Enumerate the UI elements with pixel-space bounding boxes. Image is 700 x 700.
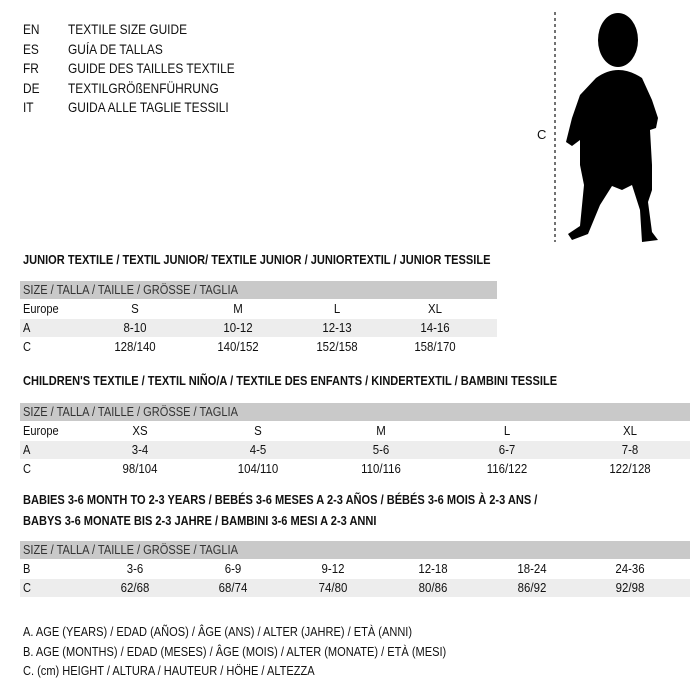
table-cell: 4-5 bbox=[249, 442, 267, 457]
table-cell: S bbox=[254, 423, 262, 438]
row-label: Europe bbox=[23, 423, 59, 438]
table-cell: 92/98 bbox=[615, 580, 645, 595]
table-cell: 152/158 bbox=[316, 339, 358, 354]
row-shading bbox=[20, 319, 497, 337]
table-cell: 140/152 bbox=[217, 339, 259, 354]
size-header-label: SIZE / TALLA / TAILLE / GRÖSSE / TAGLIA bbox=[23, 542, 238, 557]
section-title: CHILDREN'S TEXTILE / TEXTIL NIÑO/A / TEX… bbox=[23, 373, 558, 388]
size-header-label: SIZE / TALLA / TAILLE / GRÖSSE / TAGLIA bbox=[23, 282, 238, 297]
size-header-bar bbox=[20, 403, 690, 421]
table-cell: S bbox=[131, 301, 139, 316]
section-title: BABYS 3-6 MONATE BIS 2-3 JAHRE / BAMBINI… bbox=[23, 513, 377, 528]
section-title: JUNIOR TEXTILE / TEXTIL JUNIOR/ TEXTILE … bbox=[23, 252, 491, 267]
table-cell: 10-12 bbox=[223, 320, 253, 335]
table-cell: 80/86 bbox=[418, 580, 448, 595]
language-title: GUÍA DE TALLAS bbox=[68, 40, 163, 57]
language-title: TEXTILE SIZE GUIDE bbox=[68, 21, 188, 37]
table-cell: M bbox=[376, 423, 386, 438]
table-cell: XS bbox=[132, 423, 148, 438]
table-cell: 18-24 bbox=[517, 561, 547, 576]
table-cell: 110/116 bbox=[361, 461, 401, 476]
table-cell: M bbox=[233, 301, 243, 316]
section-title: BABIES 3-6 MONTH TO 2-3 YEARS / BEBÉS 3-… bbox=[23, 492, 538, 507]
legend-line: B. AGE (MONTHS) / EDAD (MESES) / ÂGE (MO… bbox=[23, 643, 447, 659]
table-cell: 6-7 bbox=[498, 442, 516, 457]
table-cell: 122/128 bbox=[609, 461, 651, 476]
table-cell: 74/80 bbox=[318, 580, 348, 595]
table-cell: 12-13 bbox=[322, 320, 352, 335]
table-cell: 9-12 bbox=[321, 561, 345, 576]
language-title: GUIDE DES TAILLES TEXTILE bbox=[68, 60, 235, 76]
table-cell: 158/170 bbox=[414, 339, 456, 354]
table-cell: 8-10 bbox=[123, 320, 147, 335]
table-cell: 12-18 bbox=[418, 561, 448, 576]
table-cell: 24-36 bbox=[615, 561, 645, 576]
size-header-bar bbox=[20, 281, 497, 299]
table-cell: 3-6 bbox=[126, 561, 144, 576]
table-cell: 62/68 bbox=[120, 580, 150, 595]
row-label: B bbox=[23, 561, 31, 576]
table-cell: 7-8 bbox=[621, 442, 639, 457]
table-cell: XL bbox=[623, 423, 637, 438]
row-label: A bbox=[23, 320, 31, 335]
table-cell: 6-9 bbox=[224, 561, 242, 576]
row-label: C bbox=[23, 339, 31, 354]
table-cell: XL bbox=[428, 301, 442, 316]
language-title: TEXTILGRÖßENFÜHRUNG bbox=[68, 79, 219, 96]
size-header-bar bbox=[20, 541, 690, 559]
table-cell: 5-6 bbox=[372, 442, 390, 457]
row-shading bbox=[20, 441, 690, 459]
row-label: C bbox=[23, 461, 31, 476]
row-label: A bbox=[23, 442, 31, 457]
language-title: GUIDA ALLE TAGLIE TESSILI bbox=[68, 99, 229, 115]
table-cell: 14-16 bbox=[420, 320, 450, 335]
language-code: ES bbox=[23, 40, 39, 57]
table-cell: 128/140 bbox=[114, 339, 156, 354]
legend-line: C. (cm) HEIGHT / ALTURA / HAUTEUR / HÖHE… bbox=[23, 663, 315, 678]
table-cell: 86/92 bbox=[517, 580, 547, 595]
language-code: FR bbox=[23, 60, 39, 76]
table-cell: 104/110 bbox=[237, 461, 279, 476]
row-shading bbox=[20, 579, 690, 597]
row-label: Europe bbox=[23, 301, 59, 316]
table-cell: 116/122 bbox=[486, 461, 528, 476]
table-cell: L bbox=[333, 301, 341, 316]
language-code: DE bbox=[23, 79, 40, 96]
table-cell: L bbox=[503, 423, 511, 438]
language-code: EN bbox=[23, 21, 40, 37]
table-cell: 3-4 bbox=[131, 442, 149, 457]
table-cell: 68/74 bbox=[218, 580, 248, 595]
language-code: IT bbox=[23, 99, 34, 115]
row-label: C bbox=[23, 580, 31, 595]
height-measure-label: C bbox=[537, 127, 547, 142]
size-header-label: SIZE / TALLA / TAILLE / GRÖSSE / TAGLIA bbox=[23, 404, 238, 419]
table-cell: 98/104 bbox=[122, 461, 158, 476]
legend-line: A. AGE (YEARS) / EDAD (AÑOS) / ÂGE (ANS)… bbox=[23, 624, 413, 639]
child-silhouette-icon bbox=[554, 12, 658, 242]
